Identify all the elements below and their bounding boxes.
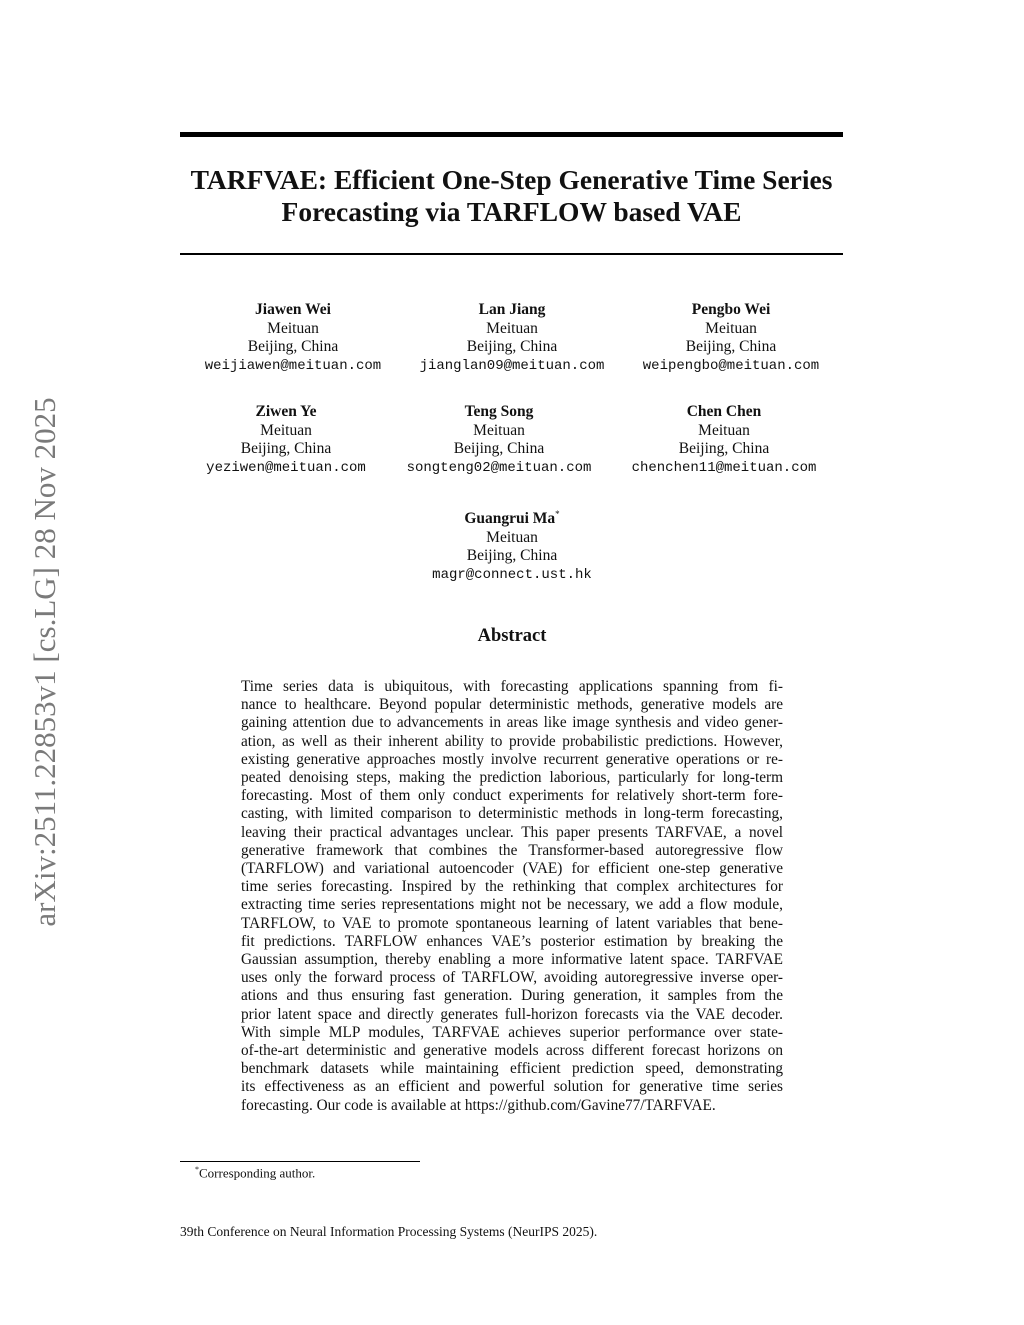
author-name: Pengbo Wei <box>611 301 851 320</box>
author-name-text: Jiawen Wei <box>255 301 331 318</box>
footnote-rule <box>180 1161 420 1162</box>
arxiv-identifier: arXiv:2511.22853v1 [cs.LG] 28 Nov 2025 <box>27 397 62 927</box>
author-location: Beijing, China <box>240 440 332 457</box>
author-name-text: Chen Chen <box>686 403 762 420</box>
author-block: Jiawen Wei Meituan Beijing, China weijiawen… <box>173 301 413 375</box>
abstract-line: casting, with limited comparison to dete… <box>241 805 783 823</box>
author-location: Beijing, China <box>466 338 558 355</box>
author-affiliation: Meituan <box>698 421 750 439</box>
author-name-text: Lan Jiang <box>478 301 546 318</box>
author-block: Teng Song Meituan Beijing, China songteng02… <box>379 403 619 477</box>
abstract-line: (TARFLOW) and variational autoencoder (V… <box>241 860 783 878</box>
abstract-line: leaving their practical advantages uncle… <box>241 823 783 841</box>
author-email[interactable]: chenchen11@meituan.com <box>631 459 817 476</box>
author-name-text: Teng Song <box>464 403 534 420</box>
abstract-line: ation, as well as their inherent ability… <box>241 732 783 750</box>
author-block: Pengbo Wei Meituan Beijing, China weipengbo… <box>611 301 851 375</box>
abstract-line: its effectiveness as an efficient and po… <box>241 1078 783 1096</box>
abstract-heading: Abstract <box>477 626 547 646</box>
abstract-line: Time series data is ubiquitous, with for… <box>241 678 783 695</box>
abstract-line: prior latent space and directly generate… <box>241 1005 783 1023</box>
abstract-line: of-the-art deterministic and generative … <box>241 1042 783 1060</box>
author-block: Ziwen Ye Meituan Beijing, China yeziwen@mei… <box>166 403 406 477</box>
abstract-line: TARFLOW, to VAE to promote spontaneous l… <box>241 914 783 932</box>
author-block: Chen Chen Meituan Beijing, China chenchen11… <box>604 403 844 477</box>
author-location: Beijing, China <box>247 338 339 355</box>
author-email[interactable]: songteng02@meituan.com <box>406 459 592 476</box>
abstract-line: nance to healthcare. Beyond popular dete… <box>241 696 783 714</box>
footnote: *Corresponding author. <box>195 1165 315 1181</box>
title-bottom-rule <box>180 253 843 255</box>
author-name: Guangrui Ma* <box>392 505 632 529</box>
author-affiliation: Meituan <box>473 421 525 439</box>
conference-note: 39th Conference on Neural Information Pr… <box>180 1224 598 1239</box>
author-name-text: Guangrui Ma <box>464 510 556 528</box>
author-name: Jiawen Wei <box>173 301 413 320</box>
title-line: Forecasting via TARFLOW based VAE <box>281 196 742 227</box>
author-location: Beijing, China <box>685 338 777 355</box>
abstract-line: peated denoising steps, making the predi… <box>241 769 783 787</box>
author-name: Ziwen Ye <box>166 403 406 422</box>
author-name-text: Ziwen Ye <box>255 403 317 420</box>
author-affiliation: Meituan <box>267 319 319 337</box>
abstract-line: extracting time series representations m… <box>241 896 783 914</box>
abstract-line: Gaussian assumption, thereby enabling a … <box>241 951 783 969</box>
abstract-line: ations and thus ensuring fast generation… <box>241 987 783 1005</box>
author-affiliation: Meituan <box>705 319 757 337</box>
footnote-text: Corresponding author. <box>199 1165 316 1181</box>
footnote-mark: * <box>195 1165 199 1174</box>
author-affiliation: Meituan <box>260 421 312 439</box>
author-affiliation: Meituan <box>486 319 538 337</box>
author-location: Beijing, China <box>466 547 558 565</box>
abstract-line: generative framework that combines the T… <box>241 841 783 859</box>
abstract-line: With simple MLP modules, TARFVAE achieve… <box>241 1023 783 1041</box>
author-email[interactable]: jianglan09@meituan.com <box>419 357 605 374</box>
author-name: Lan Jiang <box>392 301 632 320</box>
abstract-line: fit predictions. TARFLOW enhances VAE’s … <box>241 932 783 950</box>
abstract-line: time series forecasting. Inspired by the… <box>241 878 783 896</box>
abstract-line: forecasting. Our code is available at ht… <box>241 1096 716 1114</box>
abstract-line: forecasting. Most of them only conduct e… <box>241 787 783 805</box>
abstract-body: Time series data is ubiquitous, with for… <box>241 678 783 1115</box>
author-name: Chen Chen <box>604 403 844 422</box>
author-email[interactable]: weijiawen@meituan.com <box>204 357 382 374</box>
author-name-text: Pengbo Wei <box>691 301 771 318</box>
author-name: Teng Song <box>379 403 619 422</box>
author-block: Guangrui Ma* Meituan Beijing, China magr@co… <box>392 505 632 584</box>
corresponding-mark: * <box>555 509 560 519</box>
title-line: TARFVAE: Efficient One-Step Generative T… <box>190 164 833 195</box>
author-location: Beijing, China <box>678 440 770 457</box>
abstract-line: gaining attention due to advancements in… <box>241 714 783 732</box>
abstract-line: uses only the forward process of TARFLOW… <box>241 969 783 987</box>
paper-title: TARFVAE: Efficient One-Step Generative T… <box>150 164 873 228</box>
author-location: Beijing, China <box>453 440 545 457</box>
author-email[interactable]: weipengbo@meituan.com <box>642 357 820 374</box>
abstract-line: benchmark datasets while maintaining eff… <box>241 1060 783 1078</box>
top-rule <box>180 132 843 137</box>
abstract-line: existing generative approaches mostly in… <box>241 750 783 768</box>
author-affiliation: Meituan <box>486 528 538 546</box>
author-block: Lan Jiang Meituan Beijing, China jianglan09… <box>392 301 632 375</box>
author-email[interactable]: yeziwen@meituan.com <box>206 459 366 476</box>
author-email[interactable]: magr@connect.ust.hk <box>432 566 592 583</box>
